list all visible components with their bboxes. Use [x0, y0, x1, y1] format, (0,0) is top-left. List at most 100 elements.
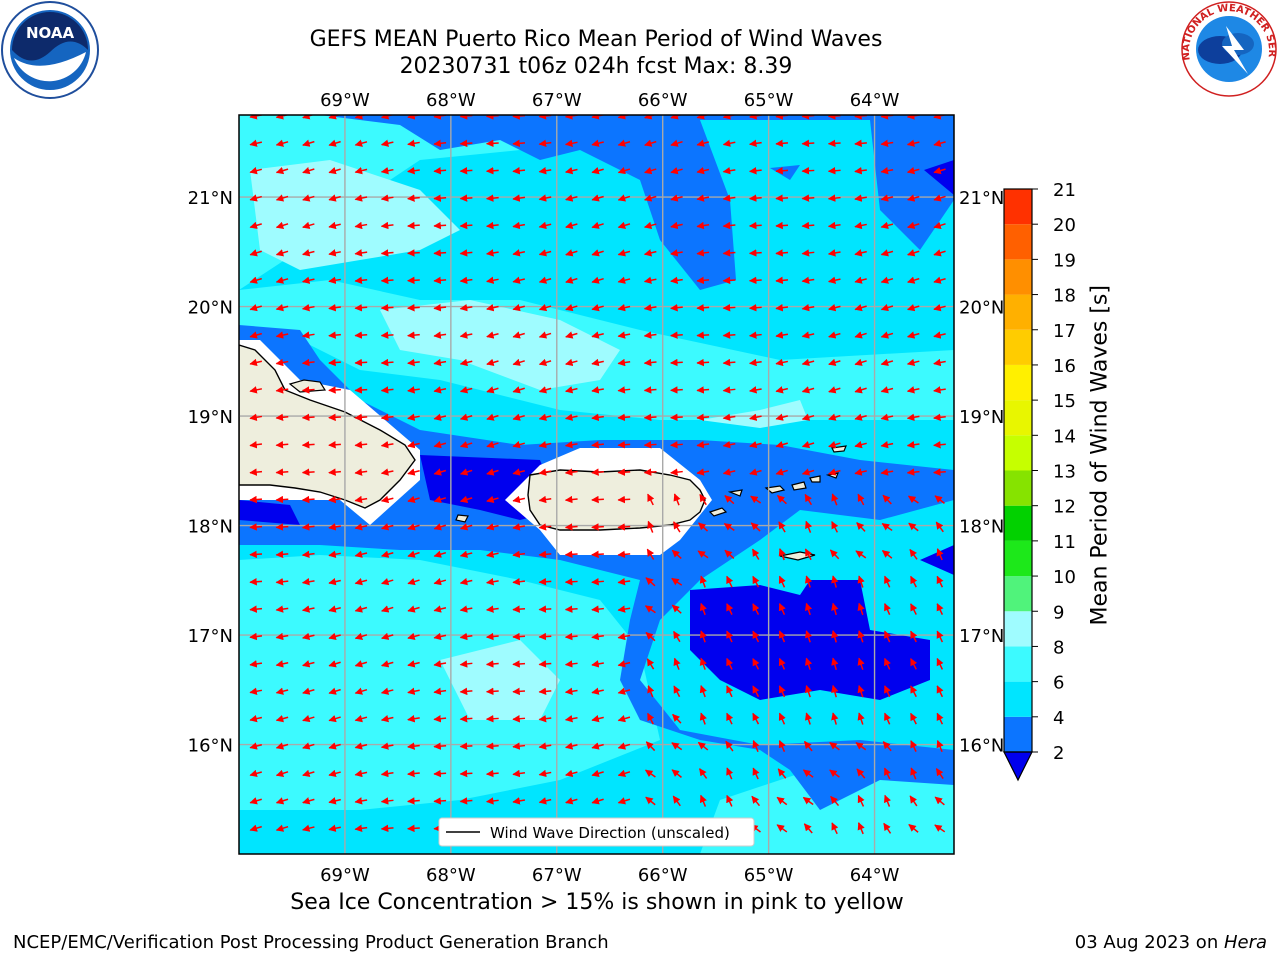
wind-arrow: [828, 413, 841, 421]
wind-arrow: [778, 630, 786, 643]
wind-arrow: [696, 115, 710, 120]
wind-arrow: [354, 687, 368, 695]
colorbar-tick-label: 21: [1053, 180, 1076, 201]
wind-arrow: [907, 303, 920, 312]
wind-arrow: [854, 331, 867, 339]
wind-arrow: [617, 166, 631, 175]
wind-arrow: [381, 605, 394, 613]
wind-arrow: [726, 767, 734, 780]
wind-arrow: [591, 797, 604, 805]
wind-arrow: [854, 166, 867, 175]
wind-arrow: [538, 495, 552, 504]
colorbar-tick-label: 18: [1053, 286, 1076, 307]
wind-arrow: [565, 194, 578, 202]
wind-arrow: [485, 167, 499, 175]
wind-arrow: [907, 221, 920, 229]
wind-arrow: [726, 575, 734, 588]
wind-arrow: [880, 139, 894, 147]
wind-arrow: [512, 358, 525, 366]
wind-arrow: [906, 413, 920, 421]
wind-arrow: [827, 249, 841, 257]
wind-arrow: [459, 468, 473, 476]
wind-arrow: [880, 221, 894, 230]
wind-arrow: [591, 632, 604, 641]
colorbar-under-triangle: [1003, 751, 1033, 782]
colorbar-segment: [1004, 716, 1032, 752]
wind-arrow: [831, 657, 839, 670]
wind-arrow: [564, 605, 578, 613]
wind-arrow: [328, 166, 341, 175]
colorbar-segment: [1004, 329, 1032, 365]
wind-arrow: [854, 440, 867, 449]
wind-arrow: [512, 687, 526, 696]
wind-arrow: [880, 276, 894, 284]
wind-arrow: [328, 769, 341, 778]
wind-arrow: [275, 632, 289, 641]
wind-arrow: [354, 605, 368, 613]
wind-arrow: [407, 523, 420, 531]
wind-arrow: [433, 605, 447, 613]
wind-arrow: [249, 413, 263, 421]
wind-arrow: [697, 741, 709, 751]
wind-arrow: [591, 523, 604, 531]
wind-arrow: [907, 249, 920, 257]
wind-arrow: [910, 767, 918, 780]
wind-arrow: [751, 548, 760, 560]
wind-arrow: [775, 358, 789, 367]
wind-arrow: [354, 523, 368, 531]
wind-arrow: [538, 632, 552, 641]
wind-arrow: [512, 797, 526, 805]
lat-tick-label: 19°N: [959, 407, 1004, 428]
wind-arrow: [328, 742, 341, 750]
wind-arrow: [538, 550, 552, 559]
wind-arrow: [275, 386, 289, 394]
wind-arrow: [512, 715, 526, 723]
lat-tick-label: 21°N: [959, 188, 1004, 209]
wind-arrow: [459, 303, 473, 312]
wind-arrow: [752, 767, 760, 780]
wind-arrow: [748, 221, 762, 230]
wind-arrow: [880, 358, 894, 366]
lon-tick-label: 68°W: [426, 90, 476, 111]
wind-arrow: [538, 578, 552, 586]
wind-arrow: [512, 769, 526, 778]
wind-arrow: [354, 769, 368, 778]
wind-arrow: [538, 714, 552, 723]
wind-arrow: [486, 440, 499, 449]
wind-arrow: [538, 303, 552, 312]
wind-arrow: [617, 413, 631, 422]
wind-arrow: [591, 249, 604, 257]
wind-arrow: [354, 660, 368, 668]
lon-tick-label: 69°W: [320, 90, 370, 111]
wind-arrow: [856, 522, 866, 532]
credit-right: 03 Aug 2023 on Hera: [1075, 932, 1267, 953]
colorbar-segment: [1004, 470, 1032, 506]
wind-arrow: [380, 468, 394, 476]
wind-arrow: [302, 194, 315, 202]
wind-arrow: [380, 166, 394, 175]
wind-arrow: [778, 657, 786, 670]
wind-arrow: [776, 824, 788, 833]
wind-arrow: [908, 522, 919, 532]
wind-arrow: [801, 139, 815, 148]
wind-arrow: [933, 440, 946, 449]
wind-arrow: [933, 413, 946, 422]
wind-arrow: [249, 276, 262, 284]
wind-arrow: [910, 685, 918, 698]
wind-arrow: [752, 739, 760, 753]
wind-arrow: [644, 769, 656, 778]
wind-arrow: [906, 468, 920, 476]
colorbar-tick-label: 17: [1053, 321, 1076, 342]
wind-arrow: [354, 194, 368, 202]
wind-arrow: [380, 249, 394, 257]
wind-arrow: [802, 769, 814, 778]
wind-arrow: [857, 657, 865, 670]
lon-tick-label: 66°W: [638, 865, 688, 886]
wind-arrow: [906, 194, 920, 202]
wind-arrow: [459, 632, 473, 641]
wind-arrow: [249, 194, 262, 202]
wind-arrow: [722, 358, 736, 367]
wind-arrow: [884, 575, 891, 588]
wind-arrow: [933, 276, 946, 284]
